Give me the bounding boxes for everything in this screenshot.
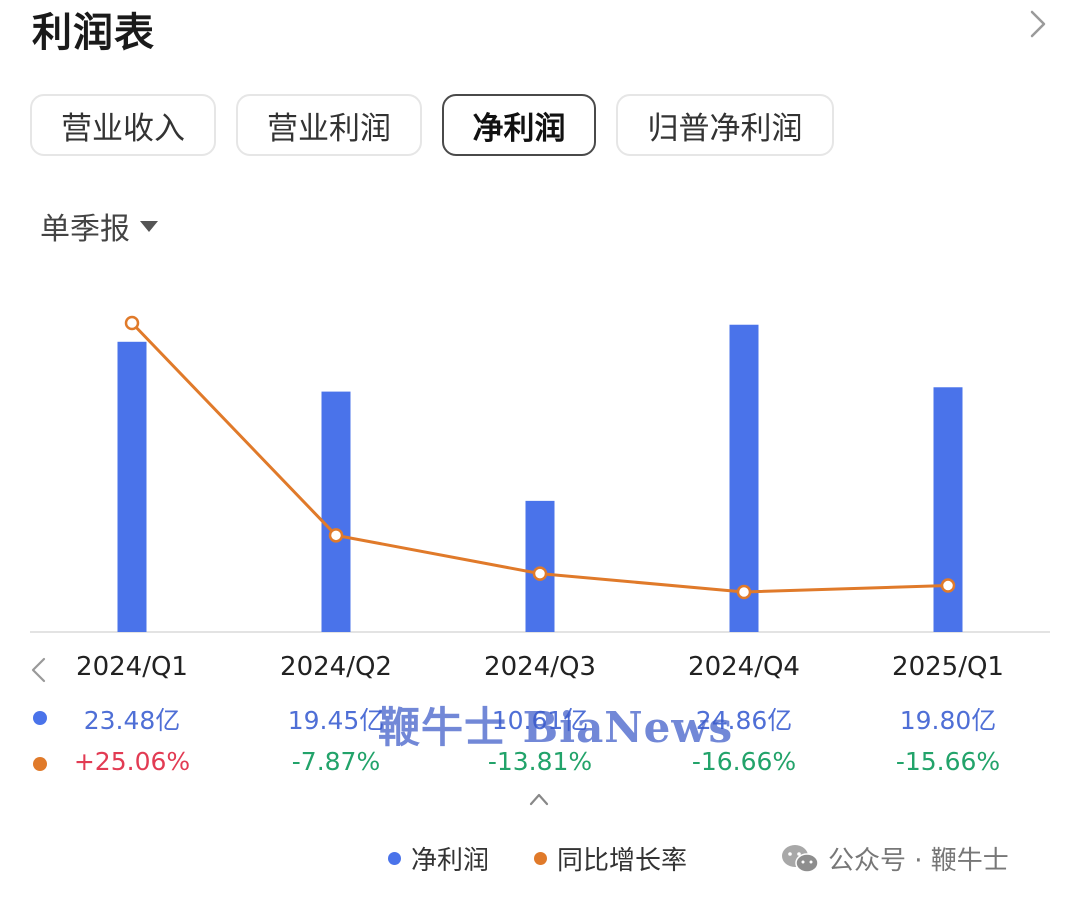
net-profit-value: 23.48亿 [83, 706, 181, 735]
tab-attributable-net-profit[interactable]: 归普净利润 [616, 94, 834, 156]
legend-dot [388, 852, 401, 865]
overlay-watermark: 鞭牛士 BiaNews [378, 703, 734, 752]
period-selector-label: 单季报 [40, 212, 130, 247]
tab-operating-profit[interactable]: 营业利润 [236, 94, 422, 156]
x-tick-label: 2024/Q2 [280, 652, 392, 682]
net-profit-value: 19.80亿 [899, 706, 997, 735]
growth-point-2024-Q2[interactable] [328, 528, 344, 543]
growth-value: -16.66% [691, 747, 797, 776]
growth-point-2024-Q1[interactable] [124, 315, 140, 331]
x-tick-label: 2024/Q4 [688, 652, 800, 682]
x-tick-label: 2024/Q3 [484, 652, 596, 682]
growth-point-2025-Q1[interactable] [940, 578, 956, 593]
chevron-up-icon[interactable] [528, 790, 550, 808]
tab-net-profit[interactable]: 净利润 [442, 94, 596, 156]
x-tick-label: 2024/Q1 [76, 652, 188, 682]
net-profit-chart [30, 315, 1050, 633]
net-profit-row-dot [33, 711, 47, 725]
net-profit-value: 19.45亿 [287, 706, 385, 735]
net-profit-value: 10.61亿 [491, 706, 589, 735]
chevron-left-icon[interactable] [28, 656, 50, 684]
growth-value: -7.87% [291, 747, 381, 776]
bar-2024-Q2[interactable] [321, 391, 351, 632]
growth-row-dot [33, 757, 47, 771]
page-title: 利润表 [32, 10, 155, 56]
legend-label: 净利润 [411, 846, 490, 876]
growth-value: +25.06% [73, 747, 191, 776]
bar-2024-Q1[interactable] [117, 341, 147, 632]
net-profit-value: 24.86亿 [695, 706, 793, 735]
wechat-icon [782, 844, 819, 873]
legend-item-growth[interactable]: 同比增长率 [534, 840, 687, 877]
caret-down-icon [140, 220, 158, 232]
legend-item-net-profit[interactable]: 净利润 [388, 840, 489, 877]
legend-label: 同比增长率 [557, 846, 688, 876]
chevron-right-icon[interactable] [1022, 8, 1054, 40]
growth-value: -13.81% [487, 747, 593, 776]
bar-2025-Q1[interactable] [933, 387, 963, 632]
x-tick-label: 2025/Q1 [892, 652, 1004, 682]
source-watermark: 公众号 · 鞭牛士 [780, 840, 1009, 877]
growth-value: -15.66% [895, 747, 1001, 776]
growth-point-2024-Q4[interactable] [736, 584, 752, 600]
period-selector[interactable]: 单季报 [40, 204, 158, 248]
bar-2024-Q4[interactable] [729, 324, 759, 632]
legend-dot [534, 852, 547, 865]
source-watermark-text: 公众号 · 鞭牛士 [828, 846, 1009, 876]
growth-point-2024-Q3[interactable] [532, 566, 548, 581]
tab-revenue[interactable]: 营业收入 [30, 94, 216, 156]
